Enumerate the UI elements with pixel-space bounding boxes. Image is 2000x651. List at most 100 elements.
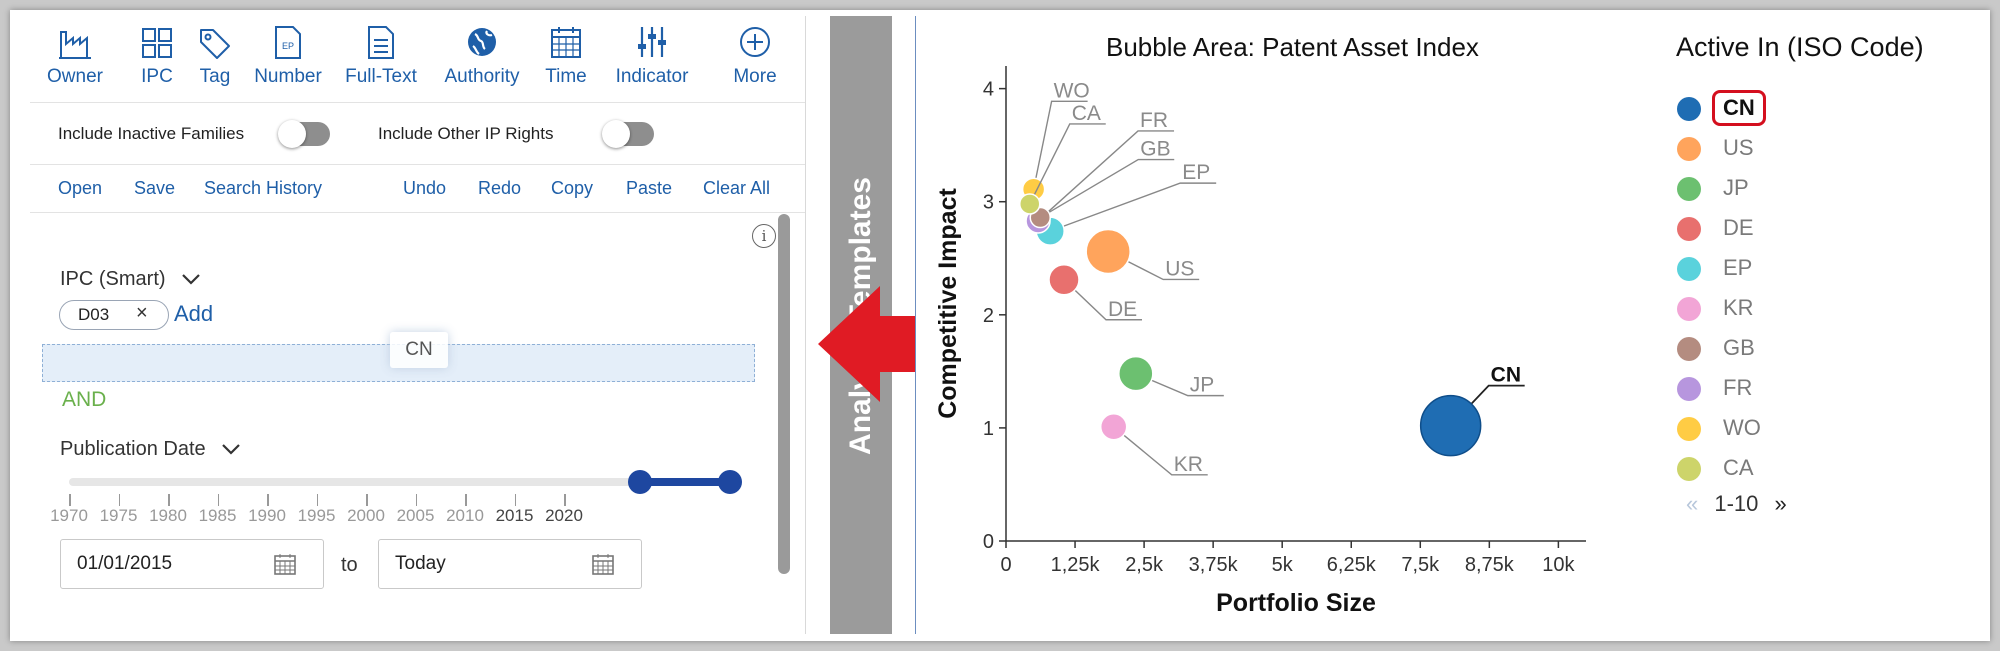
clear-all-link[interactable]: Clear All [703,178,771,198]
toolbar-indicator-button[interactable]: Indicator [602,22,702,98]
toolbar-ipc-label: IPC [141,66,173,87]
legend-dot [1677,457,1701,481]
factory-icon [59,31,91,59]
publication-date-dropdown[interactable]: Publication Date [60,438,241,461]
toolbar-more-button[interactable]: More [722,22,788,98]
toolbar-time-label: Time [545,66,587,87]
legend-label: CN [1712,90,1766,126]
date-to-input[interactable]: Today [378,539,642,589]
slider-tick [465,494,467,506]
toolbar-indicator-label: Indicator [615,66,689,87]
bubble-label-ca: CA [1072,102,1101,125]
bubble-label-wo: WO [1054,79,1090,102]
slider-tick-label: 1990 [248,506,286,525]
date-from-input[interactable]: 01/01/2015 [60,539,324,589]
undo-link[interactable]: Undo [403,178,447,198]
leader-line-ep [1049,182,1217,232]
x-tick-label: 1,25k [1051,554,1101,576]
leader-line-jp [1135,372,1224,397]
toolbar-authority-button[interactable]: Authority [434,22,530,98]
x-tick-label: 2,5k [1125,554,1164,576]
redo-link[interactable]: Redo [478,178,522,198]
slider-tick [415,494,417,506]
slider-tick-label: 1985 [198,506,237,525]
publication-date-title: Publication Date [60,438,206,460]
slider-tick [69,494,71,506]
slider-tick-label: 2020 [545,506,583,525]
date-to-label: to [341,554,358,576]
add-ipc-link[interactable]: Add [174,301,214,326]
date-slider-start-handle[interactable] [628,470,652,494]
bubble-kr[interactable] [1099,413,1128,441]
toolbar-tag-label: Tag [199,66,231,87]
pager-next-icon[interactable]: » [1774,491,1787,516]
toolbar-tag-button[interactable]: Tag [190,22,240,98]
leader-line-fr [1037,130,1175,222]
tag-icon [200,29,230,59]
globe-icon [468,28,496,56]
slider-tick [564,494,566,506]
x-tick-label: 0 [1000,554,1011,576]
ipc-chip-label: D03 [78,305,110,324]
bubble-ca[interactable] [1019,193,1041,215]
toolbar-more-label: More [733,66,777,87]
bubble-label-us: US [1165,257,1194,280]
bubble-label-fr: FR [1140,109,1168,132]
legend-label: WO [1723,415,1761,440]
ipc-chip[interactable]: D03 × [59,300,169,330]
bubble-us[interactable] [1085,228,1131,275]
include-inactive-toggle[interactable] [278,120,330,148]
plus-circle-icon [740,27,770,57]
legend-dot [1677,257,1701,281]
ipc-smart-dropdown[interactable]: IPC (Smart) [60,268,201,291]
slider-tick [316,494,318,506]
toolbar-ipc-button[interactable]: IPC [132,22,182,98]
x-tick-label: 5k [1272,554,1294,576]
toggle-knob [278,120,306,148]
copy-link[interactable]: Copy [551,178,594,198]
x-tick-label: 8,75k [1465,554,1515,576]
toolbar-time-button[interactable]: Time [536,22,596,98]
toolbar-owner-button[interactable]: Owner [44,22,106,98]
legend-dot [1677,137,1701,161]
slider-tick [514,494,516,506]
legend-label: US [1723,135,1754,160]
include-inactive-label: Include Inactive Families [58,124,245,143]
save-link[interactable]: Save [134,178,176,198]
and-operator[interactable]: AND [62,388,107,411]
legend-dot [1677,337,1701,361]
open-link[interactable]: Open [58,178,103,198]
bubble-de[interactable] [1048,264,1080,296]
legend-dot [1677,177,1701,201]
toolbar-number-button[interactable]: EP Number [248,22,328,98]
chart-title: Bubble Area: Patent Asset Index [1106,32,1479,62]
x-tick-label: 7,5k [1401,554,1440,576]
leader-line-gb [1039,158,1175,219]
include-other-ip-toggle[interactable] [602,120,654,148]
legend-label: FR [1723,375,1753,400]
action-row: Open Save Search History Undo Redo Copy … [30,166,805,213]
legend-dot [1677,297,1701,321]
svg-text:EP: EP [282,41,294,51]
chip-remove-icon[interactable]: × [136,302,148,324]
calendar-icon[interactable] [591,552,615,576]
toolbar-fulltext-button[interactable]: Full-Text [336,22,426,98]
scrollbar[interactable] [778,214,790,574]
y-axis-label: Competitive Impact [934,188,962,419]
paste-link[interactable]: Paste [626,178,673,198]
bubble-jp[interactable] [1118,355,1154,392]
date-slider-track[interactable] [69,478,739,486]
legend-label: CA [1723,455,1754,480]
dragged-cn-item[interactable]: CN [390,332,448,368]
calendar-icon[interactable] [273,552,297,576]
date-slider-end-handle[interactable] [718,470,742,494]
slider-tick-label: 2000 [347,506,385,525]
pager-prev-icon[interactable]: « [1686,491,1699,516]
ep-document-icon: EP [275,26,301,59]
bubble-cn[interactable] [1419,394,1482,457]
info-icon[interactable]: i [752,224,776,248]
search-history-link[interactable]: Search History [204,178,323,198]
y-tick-label: 3 [983,192,994,214]
legend-label: JP [1723,175,1749,200]
y-tick-label: 0 [983,531,994,553]
